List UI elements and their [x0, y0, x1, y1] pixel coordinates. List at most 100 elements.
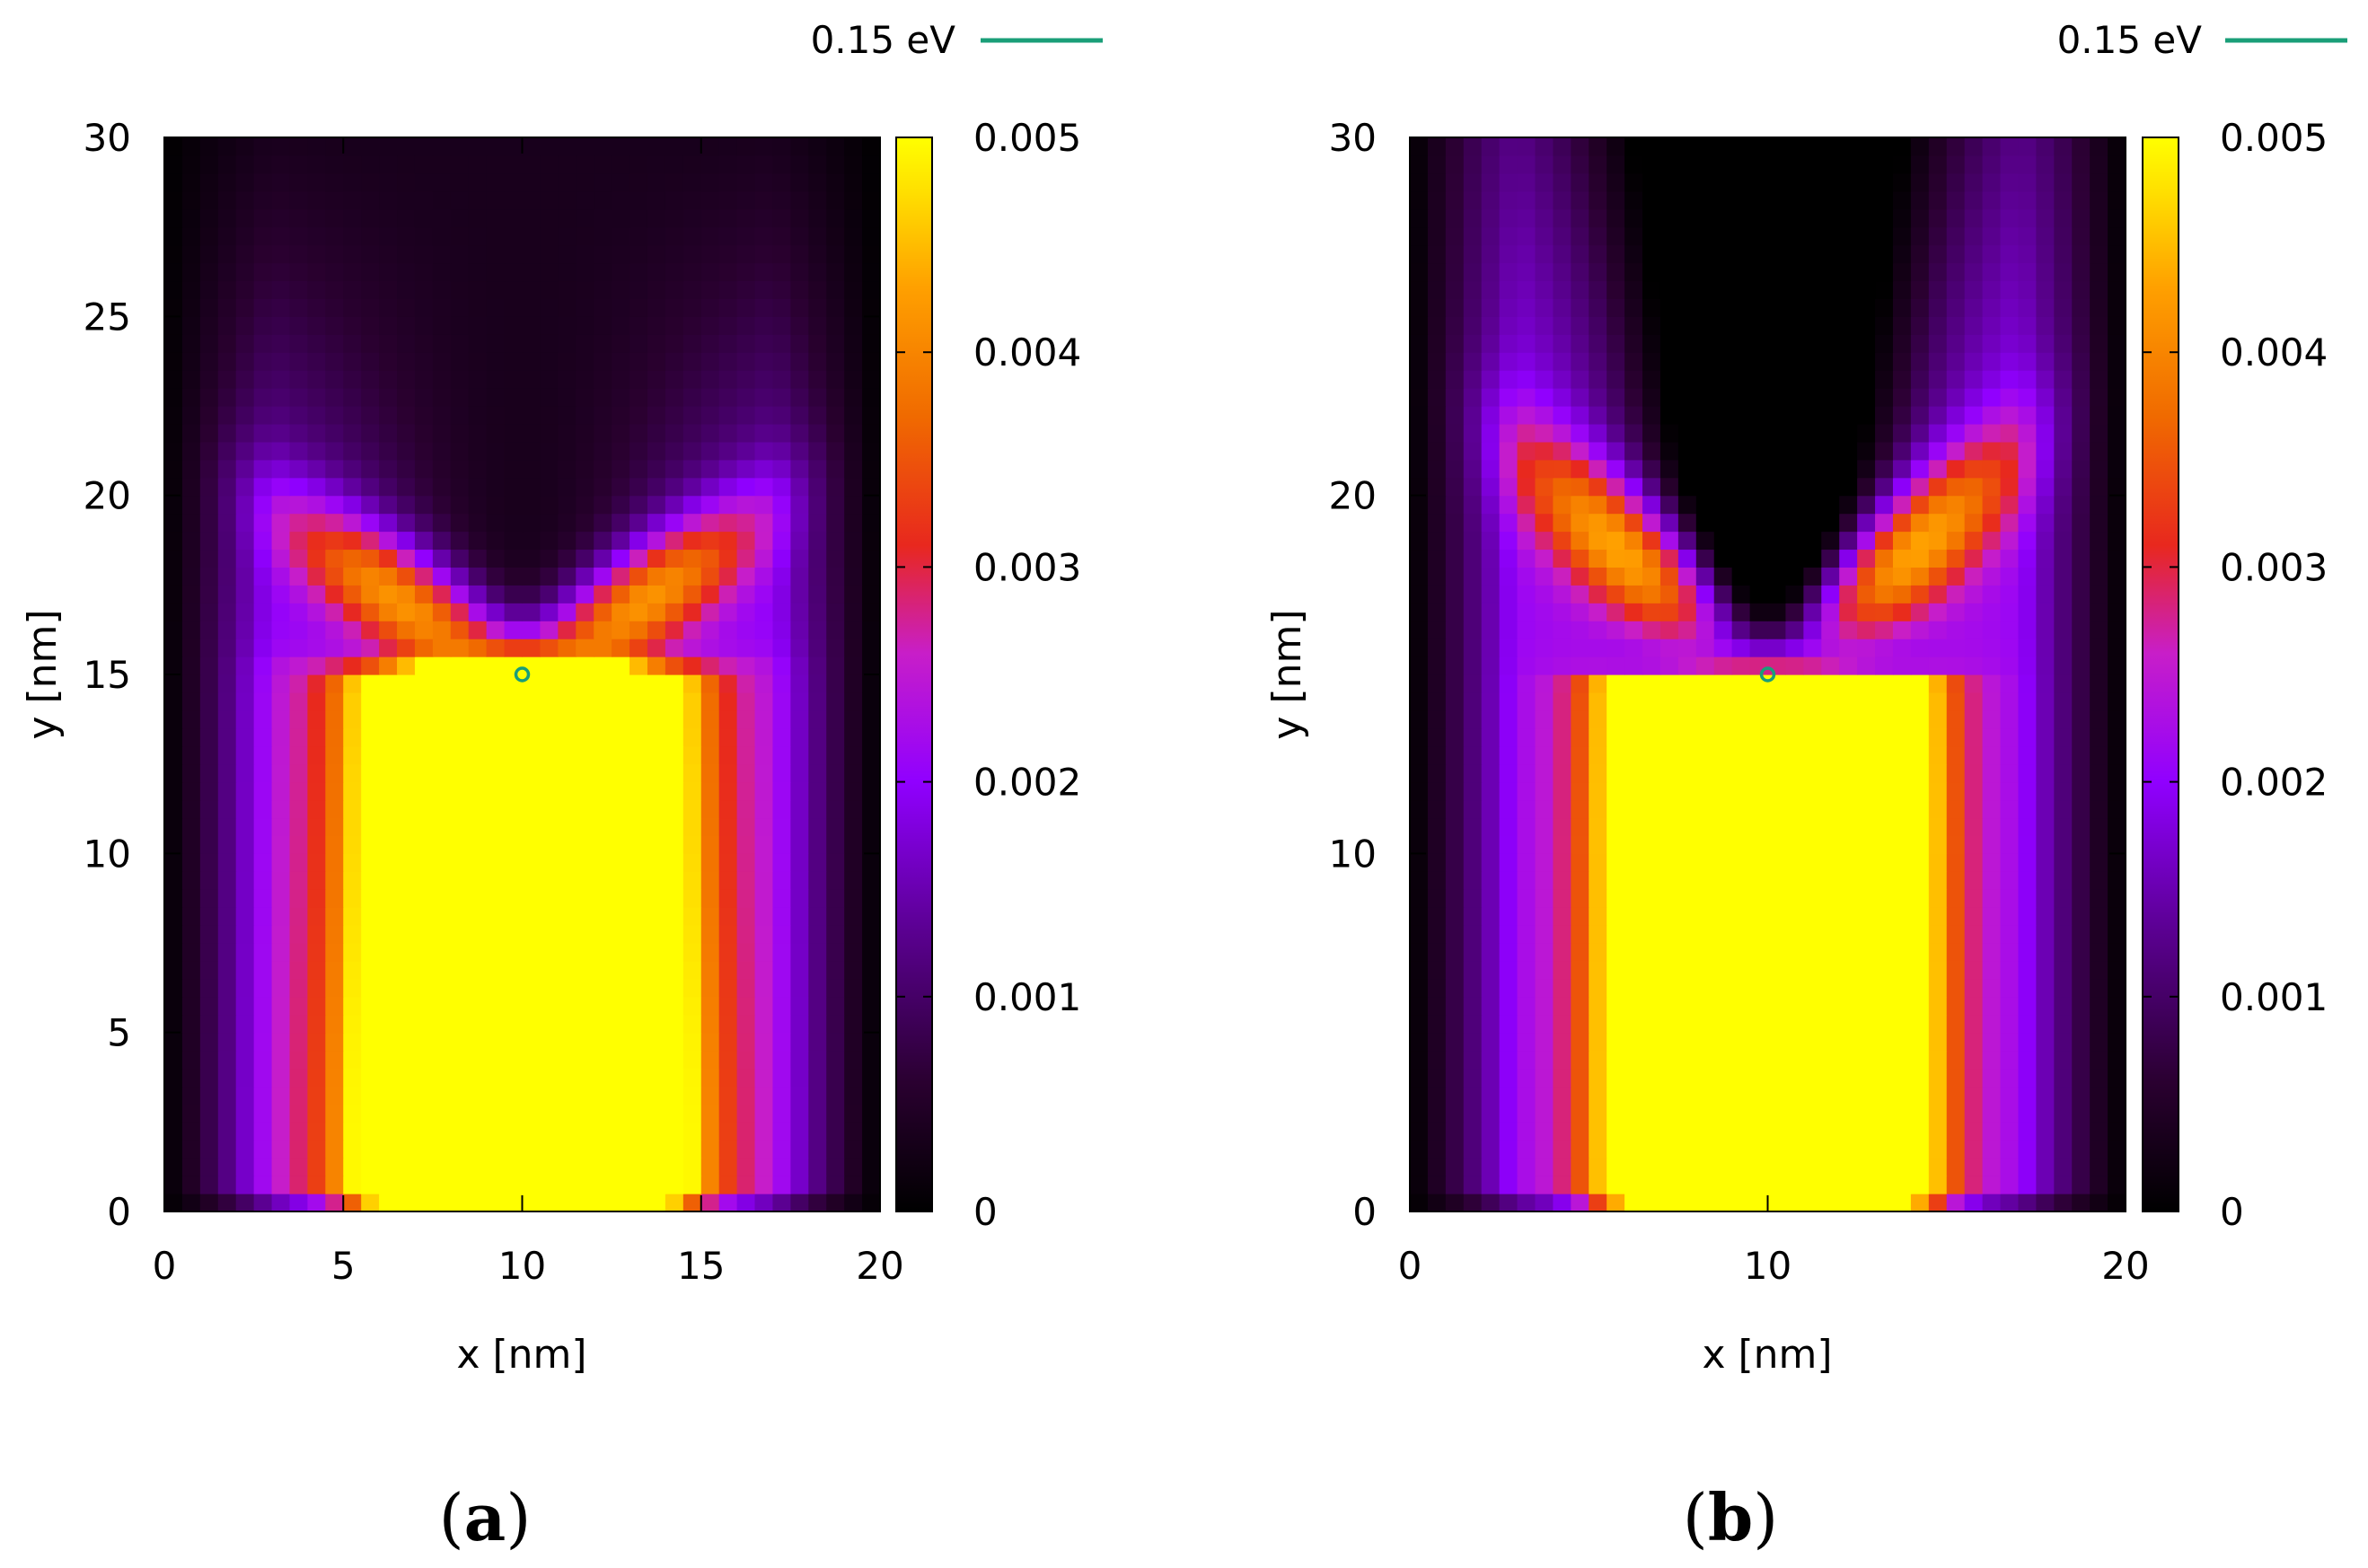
- heatmap-cell: [1946, 137, 1966, 156]
- heatmap-cell: [2072, 799, 2091, 819]
- heatmap-cell: [1749, 244, 1769, 264]
- heatmap-cell: [754, 154, 774, 174]
- heatmap-cell: [307, 208, 326, 228]
- heatmap-cell: [468, 513, 488, 533]
- heatmap-cell: [253, 727, 273, 747]
- y-tick-label: 5: [107, 1011, 131, 1055]
- heatmap-cell: [700, 996, 720, 1016]
- heatmap-cell: [1677, 1158, 1697, 1176]
- heatmap-cell: [1410, 978, 1429, 998]
- heatmap-cell: [1553, 298, 1571, 317]
- heatmap-cell: [307, 585, 326, 603]
- heatmap-cell: [289, 835, 309, 854]
- heatmap-cell: [1964, 709, 1984, 729]
- heatmap-cell: [1785, 280, 1804, 299]
- heatmap-cell: [1659, 226, 1679, 246]
- heatmap-cell: [772, 262, 791, 282]
- heatmap-cell: [1659, 1032, 1679, 1052]
- heatmap-cell: [432, 1068, 452, 1088]
- heatmap-cell: [1481, 853, 1501, 872]
- heatmap-cell: [199, 280, 219, 299]
- heatmap-cell: [486, 656, 506, 675]
- heatmap-cell: [718, 871, 738, 890]
- heatmap-cell: [1463, 835, 1483, 854]
- heatmap-cell: [1517, 943, 1536, 962]
- heatmap-cell: [1499, 727, 1519, 747]
- heatmap-cell: [1946, 1158, 1966, 1176]
- heatmap-cell: [718, 352, 738, 371]
- heatmap-cell: [217, 1032, 237, 1052]
- heatmap-cell: [1946, 1194, 1966, 1212]
- heatmap-cell: [1946, 674, 1966, 693]
- heatmap-cell: [486, 262, 506, 282]
- heatmap-cell: [736, 1014, 756, 1034]
- heatmap-cell: [522, 513, 541, 533]
- heatmap-cell: [325, 1194, 344, 1212]
- heatmap-cell: [361, 709, 380, 729]
- heatmap-cell: [808, 978, 827, 998]
- heatmap-cell: [217, 495, 237, 515]
- heatmap-cell: [1857, 1086, 1876, 1105]
- heatmap-cell: [397, 477, 416, 497]
- heatmap-cell: [504, 1086, 524, 1105]
- heatmap-cell: [772, 745, 791, 765]
- heatmap-cell: [1659, 1194, 1679, 1212]
- heatmap-cell: [576, 388, 594, 407]
- heatmap-cell: [217, 585, 237, 603]
- heatmap-cell: [1767, 1086, 1787, 1105]
- heatmap-cell: [1821, 817, 1840, 836]
- heatmap-cell: [1767, 406, 1787, 425]
- heatmap-cell: [1731, 406, 1751, 425]
- heatmap-cell: [1445, 603, 1465, 621]
- heatmap-cell: [772, 727, 791, 747]
- heatmap-cell: [1410, 1032, 1429, 1052]
- heatmap-cell: [1857, 621, 1876, 639]
- heatmap-cell: [2090, 925, 2108, 944]
- heatmap-cell: [1517, 817, 1536, 836]
- heatmap-cell: [862, 907, 881, 926]
- heatmap-cell: [1892, 172, 1912, 192]
- heatmap-cell: [790, 316, 809, 335]
- legend-label-a: 0.15 eV: [811, 18, 956, 62]
- heatmap-cell: [450, 692, 470, 711]
- heatmap-cell: [612, 1122, 630, 1141]
- heatmap-cell: [504, 692, 524, 711]
- heatmap-cell: [504, 1158, 524, 1176]
- heatmap-cell: [522, 1014, 541, 1034]
- heatmap-cell: [1875, 1158, 1894, 1176]
- heatmap-cell: [1767, 871, 1787, 890]
- heatmap-cell: [1875, 853, 1894, 872]
- heatmap-cell: [1749, 172, 1769, 192]
- heatmap-cell: [379, 370, 398, 389]
- heatmap-cell: [1410, 226, 1429, 246]
- heatmap-cell: [1659, 656, 1679, 675]
- heatmap-cell: [1964, 190, 1984, 210]
- heatmap-cell: [1535, 639, 1554, 657]
- heatmap-cell: [1499, 549, 1519, 568]
- heatmap-cell: [1767, 172, 1787, 192]
- heatmap-cell: [450, 1104, 470, 1123]
- heatmap-cell: [862, 745, 881, 765]
- heatmap-cell: [1624, 549, 1643, 568]
- heatmap-cell: [522, 208, 541, 228]
- heatmap-cell: [379, 459, 398, 479]
- heatmap-cell: [199, 459, 219, 479]
- heatmap-cell: [1589, 513, 1607, 533]
- heatmap-cell: [2036, 477, 2055, 497]
- heatmap-cell: [1803, 1068, 1822, 1088]
- heatmap-cell: [2108, 621, 2126, 639]
- heatmap-cell: [2036, 1176, 2055, 1194]
- heatmap-cell: [1964, 871, 1984, 890]
- heatmap-cell: [1499, 996, 1519, 1016]
- heatmap-cell: [1857, 459, 1876, 479]
- heatmap-cell: [397, 1176, 416, 1194]
- heatmap-cell: [1571, 727, 1589, 747]
- heatmap-cell: [790, 208, 809, 228]
- heatmap-cell: [576, 441, 594, 461]
- heatmap-cell: [1946, 549, 1966, 568]
- heatmap-cell: [772, 996, 791, 1016]
- heatmap-cell: [540, 639, 559, 657]
- heatmap-cell: [379, 388, 398, 407]
- heatmap-cell: [1821, 585, 1840, 603]
- heatmap-cell: [1875, 549, 1894, 568]
